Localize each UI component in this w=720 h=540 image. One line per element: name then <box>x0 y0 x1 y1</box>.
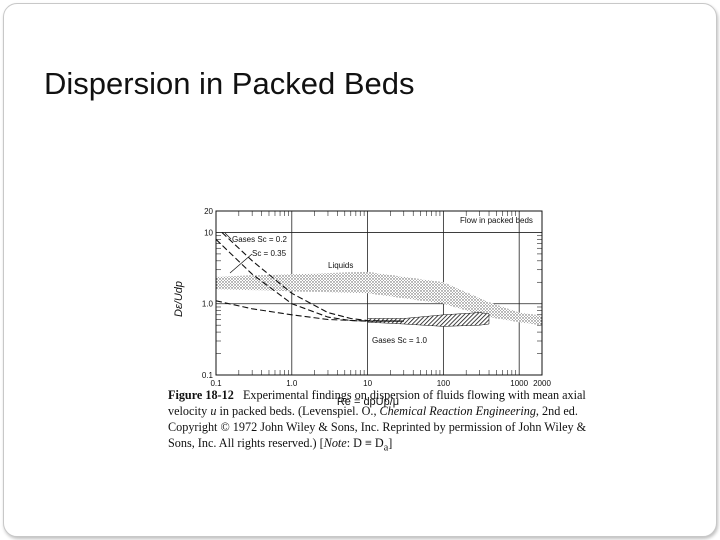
grid <box>216 210 543 375</box>
caption-text-3: , 2nd ed. Copyright © 1972 John Wiley & … <box>168 404 587 450</box>
y-tick-label: 1.0 <box>202 300 214 309</box>
series-line-1 <box>215 239 404 322</box>
label-pointer-sc02 <box>224 232 232 240</box>
tick-labels: 0.1 1.0 10 100 1000 2000 0.1 1.0 10 20 <box>202 207 552 388</box>
caption-note-label: Note <box>323 436 347 450</box>
label-pointer-sc035 <box>229 253 253 274</box>
caption-note-sub: a <box>383 442 389 454</box>
x-tick-label: 100 <box>437 379 451 388</box>
caption-text-4: ] <box>388 436 393 450</box>
plot-frame <box>215 210 543 376</box>
x-tick-label: 2000 <box>533 379 551 388</box>
series-line-2 <box>215 300 404 322</box>
y-tick-label: 20 <box>204 207 213 216</box>
caption-book: Chemical Reaction Engineering <box>379 404 536 418</box>
caption-note-text: : D ≡ D <box>346 436 384 450</box>
caption-label: Figure 18-12 <box>168 388 234 402</box>
annotation-flow: Flow in packed beds <box>460 216 533 225</box>
label-sc02: Gases Sc = 0.2 <box>232 235 287 244</box>
caption-text-2: in packed beds. (Levenspiel. O., <box>216 404 380 418</box>
x-tick-label: 10 <box>363 379 372 388</box>
caption-var-u: u <box>210 404 217 418</box>
label-sc035: Sc = 0.35 <box>252 249 287 258</box>
slide-frame <box>3 3 717 537</box>
y-tick-label: 0.1 <box>202 371 214 380</box>
figure-caption: Figure 18-12 Experimental findings on di… <box>168 387 608 456</box>
band-0 <box>216 271 542 326</box>
y-tick-label: 10 <box>204 228 213 237</box>
label-liquids: Liquids <box>328 261 353 270</box>
label-sc10: Gases Sc = 1.0 <box>372 336 427 345</box>
x-axis-label: Re = dpUp/μ <box>337 396 399 408</box>
series <box>215 232 404 322</box>
x-tick-label: 0.1 <box>210 379 222 388</box>
bands <box>216 271 542 327</box>
x-tick-label: 1.0 <box>286 379 298 388</box>
caption-text-1: Experimental findings on dispersion of f… <box>168 388 586 418</box>
y-axis-label: Dε/Udp <box>173 281 185 317</box>
slide-title: Dispersion in Packed Beds <box>44 66 415 101</box>
dispersion-chart: 0.1 1.0 10 100 1000 2000 0.1 1.0 10 20 Flow in pa… <box>173 207 552 408</box>
x-tick-label: 1000 <box>510 379 528 388</box>
band-1 <box>367 312 490 327</box>
